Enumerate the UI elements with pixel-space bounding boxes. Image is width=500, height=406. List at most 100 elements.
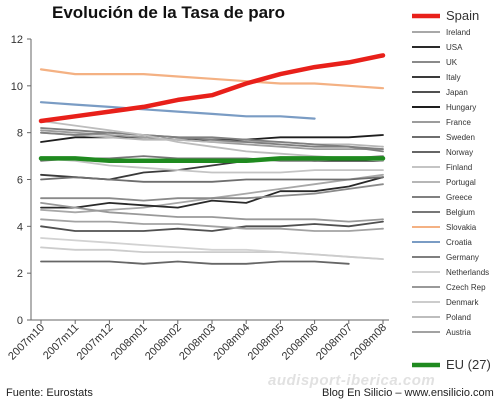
series-line-eu-27 xyxy=(38,156,386,164)
data-point-slovakia xyxy=(382,88,383,89)
data-point-poland xyxy=(143,134,144,135)
data-point-greece xyxy=(382,151,383,152)
data-point-japan xyxy=(348,226,349,227)
data-point-sweden xyxy=(382,177,383,178)
data-point-portugal xyxy=(348,144,349,145)
series-line-usa xyxy=(40,176,384,209)
x-tick-label: 2007m10 xyxy=(6,322,47,363)
data-point-spain xyxy=(280,74,281,75)
data-point-denmark xyxy=(40,247,41,248)
data-point-croatia xyxy=(109,106,110,107)
data-point-ireland xyxy=(280,188,281,189)
data-point-eu-27 xyxy=(246,160,247,161)
data-point-eu-27 xyxy=(348,158,349,159)
data-point-slovakia xyxy=(177,76,178,77)
data-point-slovakia xyxy=(75,74,76,75)
data-point-greece xyxy=(75,134,76,135)
data-point-france xyxy=(280,146,281,147)
series-line-ireland xyxy=(40,173,384,214)
data-point-czech-rep xyxy=(314,219,315,220)
data-point-ireland xyxy=(314,184,315,185)
series-line-greece xyxy=(40,131,384,153)
data-point-finland xyxy=(382,170,383,171)
data-point-czech-rep xyxy=(177,216,178,217)
data-point-slovakia xyxy=(143,74,144,75)
data-point-norway xyxy=(280,261,281,262)
data-point-ireland xyxy=(177,202,178,203)
data-point-spain xyxy=(348,62,349,63)
data-point-france xyxy=(40,130,41,131)
data-point-france xyxy=(143,137,144,138)
data-point-netherlands xyxy=(246,249,247,250)
series-austria xyxy=(40,218,384,232)
series-usa xyxy=(40,176,384,209)
data-point-uk xyxy=(382,184,383,185)
data-point-uk xyxy=(211,198,212,199)
data-point-uk xyxy=(348,188,349,189)
data-point-japan xyxy=(109,230,110,231)
x-tick-label: 2008m08 xyxy=(348,322,389,363)
data-point-italy xyxy=(143,172,144,173)
data-point-japan xyxy=(211,230,212,231)
y-tick-label: 8 xyxy=(17,128,23,140)
y-tick-label: 0 xyxy=(17,315,23,327)
data-point-japan xyxy=(75,230,76,231)
data-point-croatia xyxy=(314,118,315,119)
legend-label-sweden: Sweden xyxy=(446,133,475,142)
data-point-spain xyxy=(382,55,383,56)
data-point-netherlands xyxy=(75,240,76,241)
data-point-usa xyxy=(211,200,212,201)
data-point-belgium xyxy=(143,156,144,157)
data-point-spain xyxy=(177,99,178,100)
data-point-austria xyxy=(143,223,144,224)
data-point-uk xyxy=(246,198,247,199)
y-tick-label: 12 xyxy=(11,34,23,46)
data-point-netherlands xyxy=(211,249,212,250)
data-point-usa xyxy=(246,202,247,203)
data-point-denmark xyxy=(143,252,144,253)
legend-label-portugal: Portugal xyxy=(446,178,476,187)
data-point-japan xyxy=(40,226,41,227)
data-point-eu-27 xyxy=(280,158,281,159)
data-point-denmark xyxy=(280,252,281,253)
series-line-germany xyxy=(40,127,384,150)
data-point-japan xyxy=(177,228,178,229)
data-point-croatia xyxy=(75,104,76,105)
legend-label-usa: USA xyxy=(446,43,463,52)
data-point-sweden xyxy=(246,179,247,180)
data-point-eu-27 xyxy=(75,158,76,159)
data-point-hungary xyxy=(382,134,383,135)
series-line-sweden xyxy=(40,176,384,183)
data-point-austria xyxy=(40,219,41,220)
x-tick-label: 2008m03 xyxy=(177,322,218,363)
data-point-finland xyxy=(246,172,247,173)
series-line-finland xyxy=(40,157,384,174)
data-point-czech-rep xyxy=(382,219,383,220)
data-point-uk xyxy=(75,198,76,199)
series-line-denmark xyxy=(40,246,384,260)
legend-label-croatia: Croatia xyxy=(446,238,472,247)
data-point-croatia xyxy=(177,111,178,112)
data-point-spain xyxy=(75,116,76,117)
data-point-finland xyxy=(211,172,212,173)
data-point-slovakia xyxy=(211,78,212,79)
data-point-netherlands xyxy=(143,245,144,246)
legend-label-netherlands: Netherlands xyxy=(446,268,489,277)
legend-label-denmark: Denmark xyxy=(446,298,479,307)
data-point-france xyxy=(314,149,315,150)
legend-label-hungary: Hungary xyxy=(446,103,476,112)
data-point-slovakia xyxy=(314,83,315,84)
series-eu-27 xyxy=(38,156,386,164)
data-point-ireland xyxy=(143,207,144,208)
data-point-japan xyxy=(246,226,247,227)
data-point-norway xyxy=(348,263,349,264)
data-point-japan xyxy=(382,221,383,222)
data-point-uk xyxy=(109,198,110,199)
data-point-austria xyxy=(109,221,110,222)
data-point-uk xyxy=(280,195,281,196)
data-point-uk xyxy=(143,200,144,201)
series-slovakia xyxy=(39,68,385,90)
data-point-eu-27 xyxy=(211,160,212,161)
data-point-netherlands xyxy=(40,237,41,238)
